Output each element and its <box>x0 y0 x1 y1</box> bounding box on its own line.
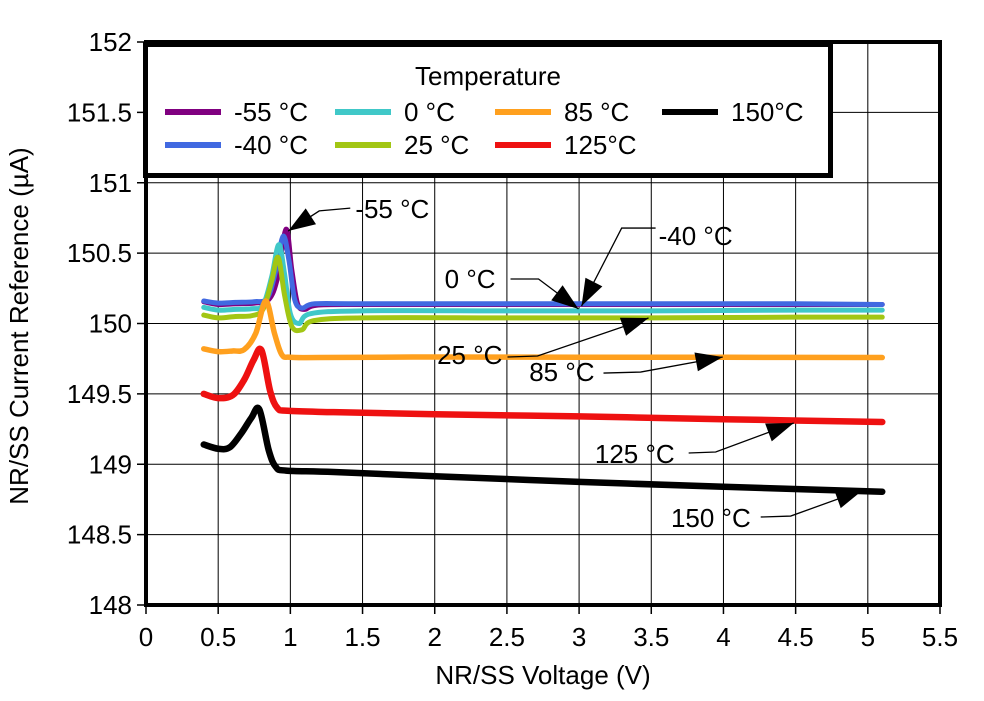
annotation-arrowhead <box>288 208 317 232</box>
annotation-label: 85 °C <box>529 357 594 387</box>
legend-label: 25 °C <box>404 130 470 160</box>
y-tick-label: 148 <box>89 590 132 620</box>
x-tick-label: 2.5 <box>489 622 525 652</box>
y-tick-label: 149 <box>89 449 132 479</box>
legend-label: -55 °C <box>234 97 308 127</box>
x-axis-title: NR/SS Voltage (V) <box>435 660 650 690</box>
x-tick-label: 3 <box>572 622 586 652</box>
annotation-leader <box>688 422 794 454</box>
annotation-arrowhead <box>694 352 723 372</box>
y-tick-label: 151 <box>89 168 132 198</box>
series-line-25c <box>201 254 885 334</box>
legend-entry: 85 °C <box>495 99 629 125</box>
x-tick-label: 2 <box>427 622 441 652</box>
annotation-leader <box>507 317 649 358</box>
y-tick-label: 150.5 <box>67 238 132 268</box>
legend-swatch <box>662 109 718 115</box>
x-tick-label: 5.5 <box>922 622 958 652</box>
series-line-0c <box>201 242 885 326</box>
legend-swatch <box>495 109 551 115</box>
legend-entry: -55 °C <box>165 99 308 125</box>
series-line-85c <box>201 298 885 361</box>
legend-entry: 125°C <box>495 132 637 158</box>
y-tick-label: 148.5 <box>67 520 132 550</box>
x-tick-label: 0 <box>139 622 153 652</box>
x-tick-label: 1.5 <box>344 622 380 652</box>
legend-entry: 150°C <box>662 99 804 125</box>
legend-label: 0 °C <box>404 97 455 127</box>
series-line-125c <box>200 345 886 426</box>
annotation-label: 0 °C <box>445 264 496 294</box>
annotation-arrowhead <box>619 317 649 336</box>
legend-title: Temperature <box>415 61 561 91</box>
x-tick-label: 4 <box>716 622 730 652</box>
annotation-label: -55 °C <box>355 194 429 224</box>
x-tick-label: 0.5 <box>200 622 236 652</box>
annotation-arrowhead <box>834 490 863 509</box>
annotation-leader <box>603 356 723 374</box>
y-tick-label: 151.5 <box>67 97 132 127</box>
legend-label: 150°C <box>731 97 804 127</box>
annotation-label: 125 °C <box>595 439 675 469</box>
plot-layer: 0 0.5 1 1.5 2 2.5 3 3.5 4 4.5 5 5.5 148 148.5 149 149.5… <box>67 27 958 652</box>
series-line--40c <box>201 233 885 311</box>
annotation-arrowhead <box>765 423 794 442</box>
x-tick-label: 3.5 <box>633 622 669 652</box>
x-tick-label: 4.5 <box>778 622 814 652</box>
legend-box: Temperature -55 °C -40 °C 0 °C 25 °C 85 °C 12… <box>143 42 833 178</box>
legend-entry: 25 °C <box>335 132 469 158</box>
series-line-150c <box>200 404 886 495</box>
annotation-arrowhead <box>551 285 579 310</box>
legend-swatch <box>165 142 221 148</box>
annotation-label: 150 °C <box>671 503 751 533</box>
legend-swatch <box>335 142 391 148</box>
legend-swatch <box>495 142 551 148</box>
legend-label: 125°C <box>564 130 637 160</box>
annotation-label: 25 °C <box>437 340 502 370</box>
x-tick-label: 5 <box>861 622 875 652</box>
legend-entry: -40 °C <box>165 132 308 158</box>
y-tick-label: 150 <box>89 309 132 339</box>
legend-swatch <box>165 109 221 115</box>
annotation-leader <box>580 227 656 307</box>
x-tick-label: 1 <box>283 622 297 652</box>
y-tick-label: 149.5 <box>67 379 132 409</box>
legend-entry: 0 °C <box>335 99 455 125</box>
legend-label: -40 °C <box>234 130 308 160</box>
legend-swatch <box>335 109 391 115</box>
series-line--55c <box>201 226 885 312</box>
y-axis-title: NR/SS Current Reference (µA) <box>4 147 34 504</box>
y-tick-label: 152 <box>89 27 132 57</box>
legend-label: 85 °C <box>564 97 630 127</box>
annotation-arrowhead <box>581 277 603 307</box>
annotation-label: -40 °C <box>659 221 733 251</box>
